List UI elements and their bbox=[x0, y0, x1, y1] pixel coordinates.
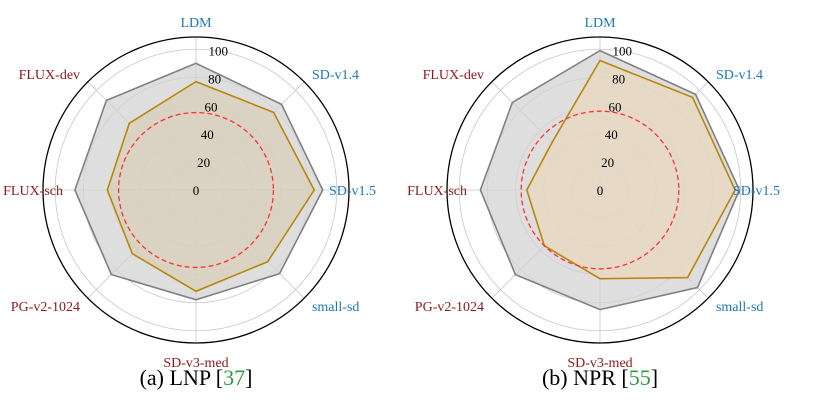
axis-label-small-sd: small-sd bbox=[312, 300, 359, 315]
caption-label: (a) LNP bbox=[139, 365, 211, 390]
caption-bracket-open: [ bbox=[621, 365, 629, 390]
outer-frame bbox=[446, 36, 754, 344]
citation-link[interactable]: 55 bbox=[628, 365, 651, 390]
radar-chart-lnp: 0 20 40 60 80 100 LDM SD-v1.4 SD-v1.5 small-sd SD-… bbox=[3, 16, 376, 371]
axis-label-sd-v3-med: SD-v3-med bbox=[567, 356, 632, 371]
r-tick-label-80: 80 bbox=[208, 71, 221, 86]
axis-label-flux-sch: FLUX-sch bbox=[407, 184, 467, 199]
axis-label-sd-v1-5: SD-v1.5 bbox=[733, 184, 780, 199]
axis-label-flux-dev: FLUX-dev bbox=[423, 68, 484, 83]
caption-npr: (b) NPR [55] bbox=[542, 365, 658, 391]
r-tick-label-60: 60 bbox=[608, 99, 621, 114]
reference-circle bbox=[520, 110, 680, 270]
caption-bracket-close: ] bbox=[245, 365, 253, 390]
series-inner-area bbox=[525, 59, 736, 280]
r-tick-label-40: 40 bbox=[201, 127, 214, 142]
series-inner-area bbox=[106, 80, 316, 293]
r-tick-label-100: 100 bbox=[612, 43, 632, 58]
axis-label-pg-v2-1024: PG-v2-1024 bbox=[415, 300, 484, 315]
reference-circle bbox=[117, 111, 275, 269]
axis-label-sd-v1-5: SD-v1.5 bbox=[329, 184, 376, 199]
axis-label-sd-v3-med: SD-v3-med bbox=[163, 356, 228, 371]
axis-label-flux-sch: FLUX-sch bbox=[3, 184, 63, 199]
r-tick-label-100: 100 bbox=[208, 43, 228, 58]
r-tick-label-20: 20 bbox=[197, 155, 210, 170]
r-tick-label-60: 60 bbox=[204, 99, 217, 114]
r-tick-label-0: 0 bbox=[597, 183, 604, 198]
caption-label: (b) NPR bbox=[541, 365, 616, 390]
axis-label-pg-v2-1024: PG-v2-1024 bbox=[11, 300, 80, 315]
outer-frame bbox=[42, 36, 350, 344]
axis-label-sd-v1-4: SD-v1.4 bbox=[716, 68, 763, 83]
r-tick-label-0: 0 bbox=[193, 183, 200, 198]
caption-lnp: (a) LNP [37] bbox=[140, 365, 253, 391]
axis-label-ldm: LDM bbox=[180, 16, 212, 31]
axis-label-flux-dev: FLUX-dev bbox=[19, 68, 80, 83]
axis-label-ldm: LDM bbox=[584, 16, 616, 31]
r-tick-label-20: 20 bbox=[601, 155, 614, 170]
axis-label-sd-v1-4: SD-v1.4 bbox=[312, 68, 359, 83]
axis-label-small-sd: small-sd bbox=[716, 300, 763, 315]
caption-bracket-close: ] bbox=[650, 365, 659, 390]
caption-bracket-open: [ bbox=[215, 365, 224, 390]
citation-link[interactable]: 37 bbox=[223, 365, 246, 390]
r-tick-label-80: 80 bbox=[612, 71, 625, 86]
r-tick-label-40: 40 bbox=[605, 127, 618, 142]
radar-chart-npr: 0 20 40 60 80 100 LDM SD-v1.4 SD-v1.5 small-sd SD-… bbox=[407, 16, 780, 371]
